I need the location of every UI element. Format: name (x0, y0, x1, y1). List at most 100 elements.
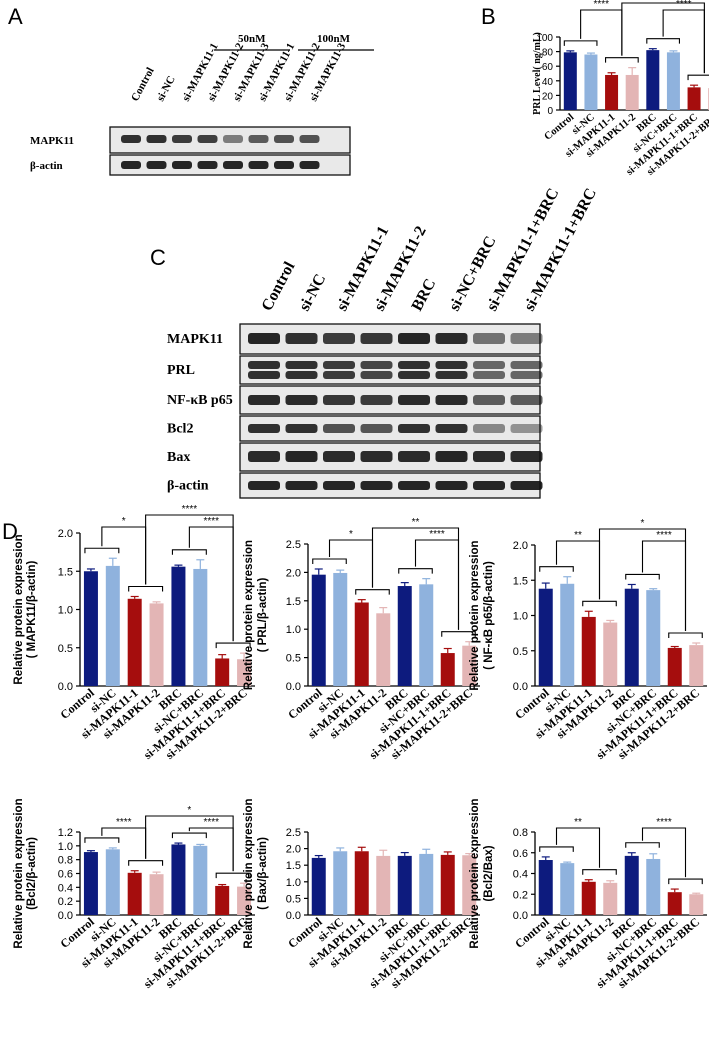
blot-c-band (360, 395, 393, 405)
blot-c-band (285, 395, 318, 405)
pair-bracket (625, 573, 660, 580)
significance-bracket (641, 540, 687, 631)
bar (689, 894, 704, 915)
bar (333, 572, 348, 686)
y-tick-label: 2.0 (286, 844, 301, 856)
blot-c-band (285, 371, 318, 379)
blot-c-band (323, 361, 355, 369)
blot-a-band (146, 161, 167, 169)
bar (193, 845, 208, 915)
bar (624, 588, 639, 686)
blot-c-band (398, 451, 430, 462)
chart-d2: 0.00.51.01.52.02.5Controlsi-NCsi-MAPK11-… (243, 517, 480, 762)
y-tick-label: 1.0 (58, 841, 73, 853)
pair-bracket (128, 860, 164, 866)
y-axis-label: Relative protein expression (13, 798, 25, 948)
blot-c-band (398, 395, 430, 405)
blot-c-row-label: MAPK11 (167, 332, 223, 347)
blot-c-band (323, 424, 355, 433)
y-tick-label: 40 (542, 77, 554, 88)
significance-label: **** (182, 504, 198, 515)
significance-bracket (641, 827, 687, 878)
bar (397, 586, 412, 686)
bar (333, 851, 348, 915)
pair-bracket (215, 642, 251, 649)
bar (605, 74, 619, 110)
blot-c-band (360, 371, 393, 379)
y-tick-label: 1.5 (286, 860, 301, 872)
y-axis-sublabel: ( MAPK11/β-actin) (26, 560, 38, 658)
y-tick-label: 0.5 (513, 646, 528, 658)
conc-label: 50nM (238, 33, 266, 45)
panel-label-b: B (481, 4, 496, 29)
bar (584, 54, 598, 110)
pair-bracket (171, 549, 207, 555)
blot-a-conc: 50nM 100nM (214, 33, 374, 51)
bar (105, 565, 120, 686)
significance-bracket (580, 9, 623, 56)
blot-c-band (473, 481, 505, 490)
bar (440, 854, 455, 915)
bar (397, 855, 412, 915)
blot-c-band (435, 371, 468, 379)
blot-c-band (360, 424, 393, 433)
y-tick-label: 0.0 (58, 681, 73, 693)
blot-c-band (248, 371, 280, 379)
blot-c-row-label: PRL (167, 363, 195, 378)
blot-a-band (146, 135, 167, 143)
bar (105, 849, 120, 915)
blot-c-band (285, 361, 318, 369)
bar (646, 858, 661, 915)
bar (667, 647, 682, 686)
blot-a-band (121, 161, 141, 169)
y-tick-label: 2.5 (286, 539, 301, 551)
blot-a-band (223, 135, 243, 143)
blot-a-band (197, 135, 218, 143)
y-tick-label: 0.5 (286, 893, 301, 905)
bar (215, 658, 230, 686)
blot-c-band (285, 481, 318, 490)
blot-c-band (323, 481, 355, 490)
blot-a-band (274, 135, 294, 143)
pair-bracket (84, 837, 120, 843)
bar (440, 653, 455, 686)
blot-c-band (285, 424, 318, 433)
y-tick-label: 1.0 (58, 605, 73, 617)
y-axis-label: Relative protein expression (13, 534, 25, 684)
y-tick-label: 0.6 (513, 848, 528, 860)
bar (237, 886, 252, 915)
y-tick-label: 0 (547, 106, 553, 117)
blot-a-band (274, 161, 294, 169)
blot-c-band (360, 481, 393, 490)
bar (237, 659, 252, 686)
blot-c-band (398, 361, 430, 369)
y-axis-sublabel: ( NF-κB p65/β-actin) (483, 561, 495, 670)
blot-c-band (473, 333, 505, 344)
pair-bracket (171, 832, 207, 839)
y-tick-label: 0.0 (513, 681, 528, 693)
y-axis-sublabel: (Bcl2/Bax) (483, 845, 495, 901)
significance-bracket (188, 827, 234, 872)
blot-c-band (398, 333, 430, 344)
blot-c-band (435, 451, 468, 462)
y-tick-label: 0.0 (286, 910, 301, 922)
significance-label: **** (116, 817, 132, 828)
significance-label: **** (656, 817, 672, 828)
significance-label: ** (574, 817, 582, 828)
y-axis-label: PRL Level( ng/mL) (532, 32, 543, 115)
bar (624, 855, 639, 915)
pair-bracket (539, 566, 574, 572)
pair-bracket (668, 878, 703, 885)
significance-label: * (349, 529, 353, 540)
y-tick-label: 0.5 (58, 643, 73, 655)
blot-a-band (172, 161, 192, 169)
bar (127, 598, 142, 686)
panel-label-d: D (2, 519, 18, 544)
bar (563, 52, 577, 110)
blot-c-row-label: NF-κB p65 (167, 393, 233, 408)
y-tick-label: 0.8 (58, 855, 73, 867)
bar (149, 874, 164, 915)
panel-label-a: A (8, 4, 23, 29)
y-tick-label: 2.0 (58, 528, 73, 540)
blot-a-band (172, 135, 192, 143)
